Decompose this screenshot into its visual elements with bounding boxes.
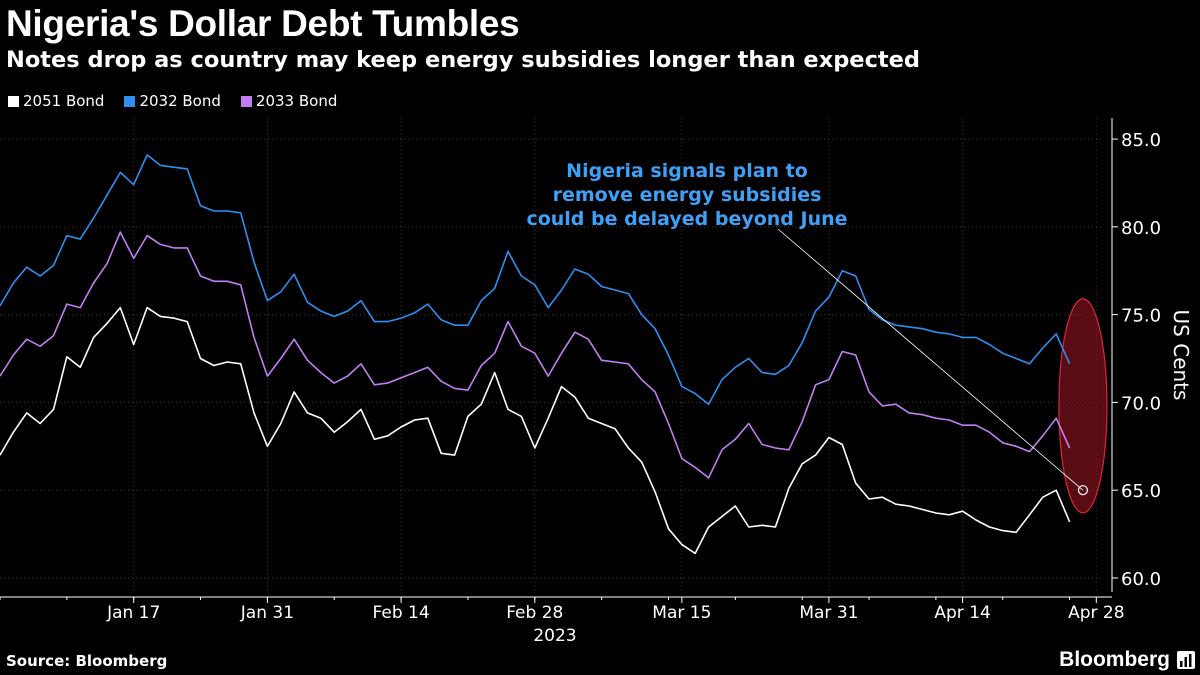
bloomberg-terminal-icon (1177, 651, 1195, 669)
x-tick-label: Apr 28 (1068, 603, 1124, 623)
y-tick-label: 70.0 (1121, 393, 1161, 414)
series-2033-bond-line (0, 231, 1071, 479)
y-axis-title: US Cents (1169, 310, 1193, 401)
source-note: Source: Bloomberg (6, 652, 168, 670)
end-label-2051-text: 63.2 (1127, 0, 1167, 5)
legend-swatch-2033 (240, 95, 252, 107)
chart-title: Nigeria's Dollar Debt Tumbles (6, 3, 520, 44)
end-label-2032-text: 72.2 (1127, 0, 1167, 5)
highlight-ellipse (1058, 298, 1108, 514)
legend-label-2033: 2033 Bond (255, 92, 338, 110)
annotation-text-line: remove energy subsidies (553, 184, 822, 206)
chart-subtitle: Notes drop as country may keep energy su… (6, 47, 921, 73)
x-tick-label: Feb 14 (373, 603, 430, 623)
legend-swatch-2051 (8, 95, 19, 107)
legend-item-2032: 2032 Bond (124, 92, 221, 110)
x-tick-label: Mar 15 (652, 603, 711, 623)
annotation-text-line: Nigeria signals plan to (566, 160, 808, 182)
legend-label-2051: 2051 Bond (23, 92, 105, 110)
y-tick-label: 60.0 (1121, 569, 1161, 590)
legend-item-2051: 2051 Bond (8, 92, 104, 110)
x-tick-label: Feb 28 (506, 603, 563, 623)
series-2032-bond-line (0, 154, 1071, 406)
y-tick-label: 85.0 (1121, 130, 1161, 151)
bloomberg-logo: Bloomberg (1059, 648, 1170, 671)
annotation-marker (1077, 485, 1089, 496)
x-tick-label: Jan 17 (106, 603, 160, 623)
legend-label-2032: 2032 Bond (139, 92, 221, 110)
y-tick-label: 65.0 (1121, 481, 1161, 502)
legend: 2051 Bond 2032 Bond 2033 Bond (8, 90, 337, 112)
y-tick-label: 80.0 (1121, 218, 1161, 239)
x-axis-year-label: 2023 (533, 626, 576, 646)
legend-item-2033: 2033 Bond (240, 92, 338, 110)
legend-swatch-2032 (124, 95, 136, 107)
annotation-leader-line (777, 228, 1084, 491)
y-tick-label: 75.0 (1121, 306, 1161, 327)
x-tick-label: Jan 31 (240, 603, 294, 623)
x-tick-label: Apr 14 (934, 603, 990, 623)
annotation-text-line: could be delayed beyond June (526, 208, 847, 230)
x-tick-label: Mar 31 (799, 603, 858, 623)
end-label-2033-text: 67.4 (1127, 0, 1167, 5)
series-2051-bond-line (0, 306, 1071, 555)
